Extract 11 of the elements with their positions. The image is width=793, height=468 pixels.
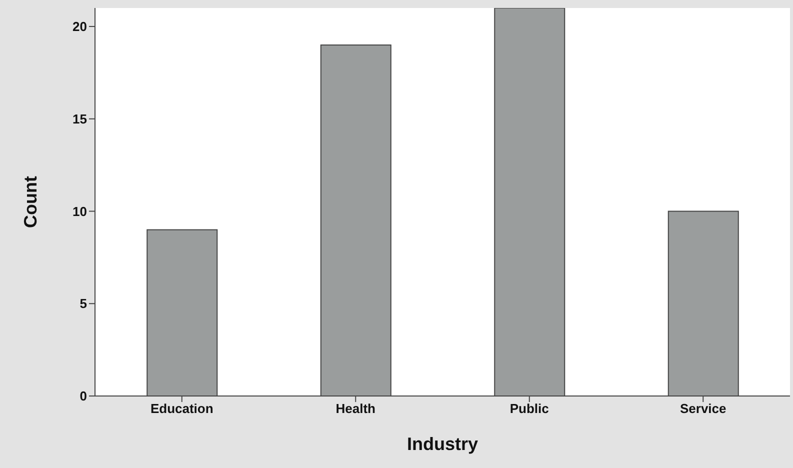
x-tick-label: Public	[510, 401, 549, 416]
x-tick-label: Education	[150, 401, 214, 416]
y-axis-title: Count	[20, 176, 40, 228]
y-tick-label: 10	[72, 204, 87, 219]
y-tick-label: 15	[72, 111, 87, 126]
x-axis-title: Industry	[406, 434, 478, 454]
y-tick-label: 0	[80, 388, 87, 404]
y-tick-label: 20	[72, 19, 87, 34]
y-tick-label: 5	[80, 296, 87, 312]
x-tick-label: Health	[336, 401, 376, 416]
x-tick-label: Service	[680, 401, 726, 416]
